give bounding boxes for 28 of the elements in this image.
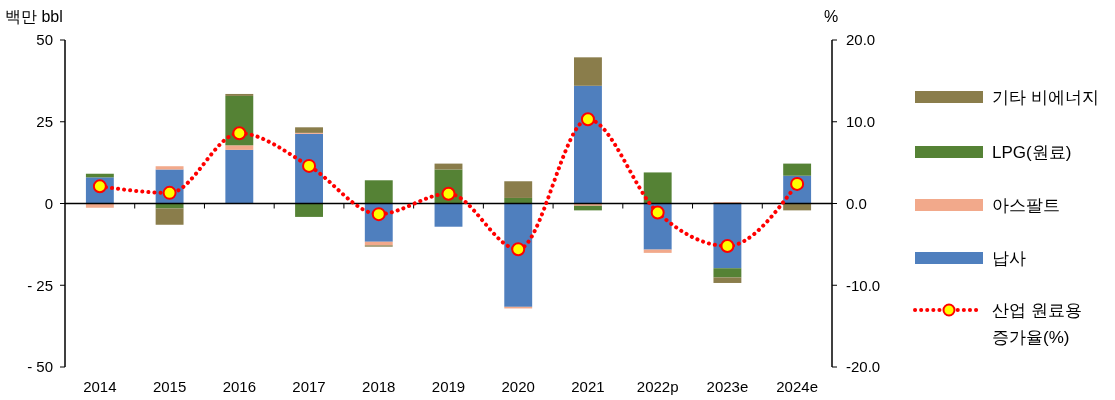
legend-label: 산업 원료용 증가율(%): [992, 300, 1082, 348]
legend-label: 기타 비에너지: [992, 87, 1099, 107]
legend-label: LPG(원료): [992, 142, 1072, 162]
x-tick-label: 2017: [292, 378, 326, 395]
x-tick-label: 2024e: [776, 378, 818, 395]
legend-label: 납사: [992, 248, 1026, 268]
x-tick-label: 2022p: [636, 378, 679, 395]
y2-axis-title: %: [824, 8, 839, 25]
legend-label: 아스팔트: [992, 195, 1060, 215]
y-tick-label: - 50: [27, 358, 53, 376]
y-tick-label: 50: [36, 31, 53, 49]
x-tick-label: 2018: [362, 378, 396, 395]
y-tick-label: - 25: [27, 276, 53, 294]
y-tick-label: 0: [44, 194, 53, 212]
y2-tick-label: -10.0: [846, 276, 881, 294]
y2-tick-label: 0.0: [846, 194, 867, 212]
y2-tick-label: 20.0: [846, 31, 876, 49]
y2-tick-label: -20.0: [846, 358, 881, 376]
y-tick-label: 25: [36, 113, 53, 130]
x-tick-label: 2015: [152, 378, 187, 395]
y2-tick-label: 10.0: [846, 113, 876, 130]
x-tick-label: 2016: [222, 378, 257, 395]
x-tick-label: 2019: [431, 378, 466, 395]
y-axis-title: 백만 bbl: [5, 8, 63, 25]
x-tick-label: 2021: [571, 378, 605, 395]
x-tick-label: 2023e: [706, 378, 749, 395]
x-tick-label: 2020: [501, 378, 535, 395]
x-tick-label: 2014: [83, 378, 117, 395]
